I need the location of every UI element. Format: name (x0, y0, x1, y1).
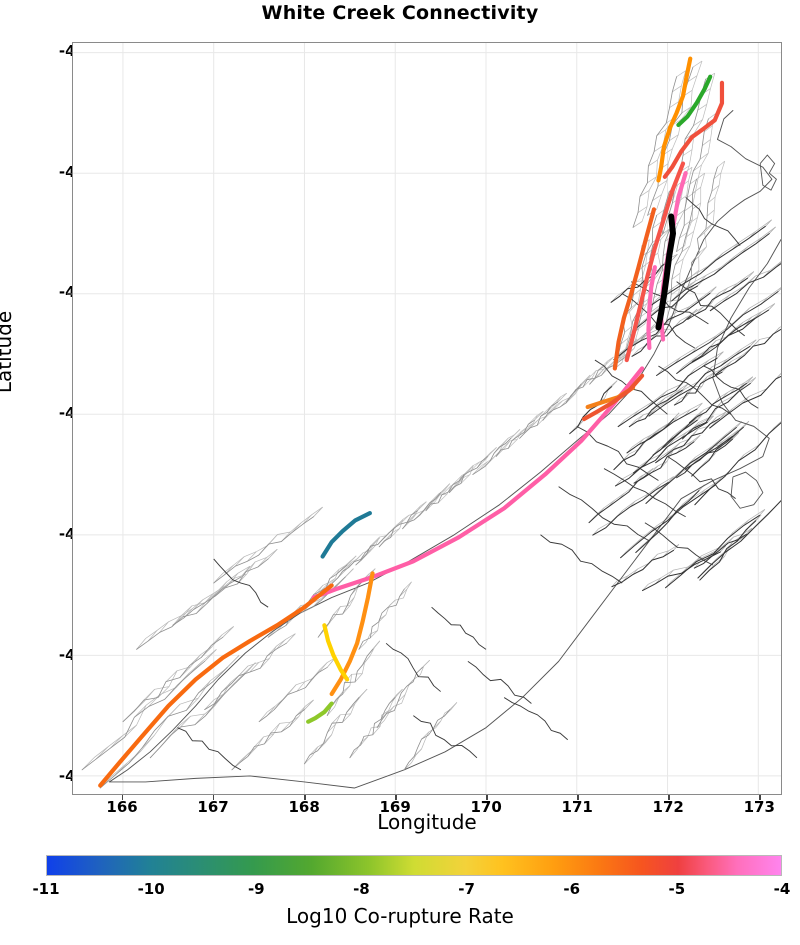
x-tick-mark (213, 795, 215, 800)
map-axes[interactable] (72, 42, 782, 795)
colorbar-tick-label: -7 (458, 880, 475, 898)
y-tick-mark (67, 51, 72, 54)
fault-surface-mesh (81, 60, 781, 789)
y-tick-mark (67, 293, 72, 295)
y-tick-mark (67, 776, 72, 779)
x-tick-mark (304, 795, 306, 800)
x-tick-mark (668, 795, 670, 800)
map-canvas[interactable] (73, 43, 781, 794)
x-tick-label: 173 (743, 798, 775, 816)
highlighted-fault-orange-fiordland-east[interactable] (329, 571, 375, 697)
colorbar-tick-label: -9 (247, 880, 265, 898)
source-fault-trace[interactable] (655, 213, 676, 331)
x-tick-label: 166 (106, 798, 138, 816)
coastline (108, 110, 781, 789)
highlighted-fault-green-ne-short[interactable] (676, 74, 713, 128)
x-tick-mark (122, 795, 124, 800)
x-tick-label: 167 (197, 798, 229, 816)
highlighted-fault-orange-alpine-south[interactable] (98, 583, 334, 788)
y-tick-mark (67, 535, 72, 537)
x-tick-mark (395, 795, 397, 800)
x-tick-label: 172 (652, 798, 684, 816)
colorbar-label: Log10 Co-rupture Rate (286, 904, 514, 928)
highlighted-fault-red-ne-coastal[interactable] (662, 80, 725, 179)
highlighted-fault-orange-red-west[interactable] (612, 207, 657, 371)
highlighted-fault-pink-west-branch[interactable] (646, 265, 657, 351)
colorbar-tick-label: -8 (353, 880, 370, 898)
x-tick-label: 169 (379, 798, 411, 816)
highlighted-fault-red-marlborough-2[interactable] (581, 373, 645, 422)
highlighted-fault-pink-main-alpine[interactable] (311, 366, 645, 600)
highlighted-fault-green-south-short[interactable] (306, 701, 334, 724)
x-tick-mark (577, 795, 579, 800)
highlighted-fault-traces[interactable] (98, 56, 725, 788)
colorbar-tick-label: -4 (773, 880, 791, 898)
x-tick-label: 168 (288, 798, 320, 816)
x-tick-label: 171 (561, 798, 593, 816)
highlighted-fault-red-west-long[interactable] (624, 161, 686, 363)
highlighted-fault-teal-west-coast[interactable] (320, 511, 372, 559)
colorbar-tick-label: -11 (32, 880, 60, 898)
highlighted-fault-orange-ne-inland[interactable] (656, 56, 693, 183)
colorbar-gradient[interactable] (46, 855, 782, 876)
source-fault-white-creek[interactable] (655, 213, 676, 331)
x-tick-mark (486, 795, 488, 800)
y-tick-mark (67, 414, 72, 416)
y-axis-label: Latitude (0, 310, 16, 394)
y-tick-mark (67, 172, 72, 174)
x-tick-label: 170 (470, 798, 502, 816)
y-tick-mark (67, 656, 72, 658)
highlighted-fault-yellow-inland[interactable] (322, 623, 350, 682)
colorbar-tick-label: -5 (668, 880, 686, 898)
page-title: White Creek Connectivity (261, 2, 539, 24)
colorbar-tick-label: -10 (137, 880, 165, 898)
x-tick-mark (759, 795, 761, 800)
x-axis-label: Longitude (377, 810, 477, 834)
plot-area-wrapper: Latitude Longitude -40-41-42-43-44-45-46… (0, 30, 800, 834)
colorbar-tick-label: -6 (563, 880, 581, 898)
fault-traces (81, 66, 781, 789)
colorbar-wrapper: -11 -10 -9 -8 -7 -6 -5 -4 Log10 Co-rupture Rate (0, 850, 800, 945)
